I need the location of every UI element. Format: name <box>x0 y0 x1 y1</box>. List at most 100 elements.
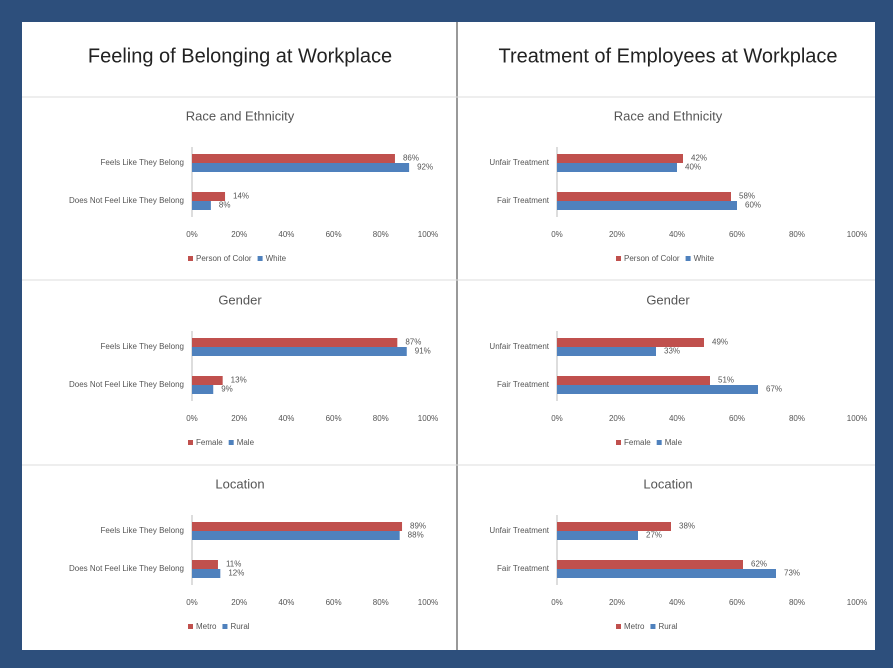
value-label: 60% <box>745 201 761 210</box>
bar <box>557 385 758 394</box>
x-tick-label: 60% <box>326 414 342 423</box>
category-label: Fair Treatment <box>497 196 550 205</box>
x-tick-label: 0% <box>551 414 563 423</box>
legend-label: Male <box>665 438 683 447</box>
category-label: Does Not Feel Like They Belong <box>69 564 184 573</box>
value-label: 12% <box>228 569 244 578</box>
value-label: 89% <box>410 522 426 531</box>
category-label: Unfair Treatment <box>489 158 549 167</box>
x-tick-label: 100% <box>418 230 438 239</box>
legend-label: Female <box>196 438 223 447</box>
value-label: 88% <box>408 531 424 540</box>
x-tick-label: 20% <box>231 598 247 607</box>
value-label: 87% <box>405 338 421 347</box>
chart-title: Race and Ethnicity <box>614 108 723 123</box>
x-tick-label: 100% <box>847 414 867 423</box>
x-tick-label: 60% <box>326 230 342 239</box>
legend-label: Metro <box>196 622 217 631</box>
category-label: Does Not Feel Like They Belong <box>69 196 184 205</box>
column-title: Treatment of Employees at Workplace <box>498 45 837 67</box>
x-tick-label: 80% <box>373 414 389 423</box>
category-label: Fair Treatment <box>497 564 550 573</box>
category-label: Fair Treatment <box>497 380 550 389</box>
category-label: Unfair Treatment <box>489 342 549 351</box>
value-label: 40% <box>685 163 701 172</box>
bar <box>192 531 400 540</box>
value-label: 91% <box>415 347 431 356</box>
x-tick-label: 20% <box>609 230 625 239</box>
bar <box>192 560 218 569</box>
legend-swatch <box>188 624 193 629</box>
x-tick-label: 100% <box>847 230 867 239</box>
legend-swatch <box>188 440 193 445</box>
x-tick-label: 60% <box>729 230 745 239</box>
legend-label: Female <box>624 438 651 447</box>
x-tick-label: 0% <box>186 598 198 607</box>
x-tick-label: 40% <box>669 414 685 423</box>
bar <box>192 522 403 531</box>
legend-swatch <box>222 624 228 629</box>
legend-swatch <box>616 624 621 629</box>
bar <box>557 201 737 210</box>
category-label: Feels Like They Belong <box>101 342 184 351</box>
bar <box>557 522 671 531</box>
bar <box>557 347 656 356</box>
value-label: 49% <box>712 338 728 347</box>
legend-swatch <box>257 256 263 261</box>
x-tick-label: 20% <box>609 598 625 607</box>
legend-swatch <box>188 256 193 261</box>
value-label: 58% <box>739 192 755 201</box>
bar <box>557 560 743 569</box>
chart-title: Location <box>215 476 264 491</box>
legend-label: Person of Color <box>196 254 252 263</box>
legend-swatch <box>685 256 691 261</box>
bar <box>557 192 731 201</box>
chart-title: Race and Ethnicity <box>186 108 295 123</box>
bar <box>192 569 221 578</box>
x-tick-label: 0% <box>551 598 563 607</box>
bar <box>192 347 407 356</box>
x-tick-label: 40% <box>669 598 685 607</box>
x-tick-label: 60% <box>326 598 342 607</box>
legend-label: Rural <box>230 622 249 631</box>
bar <box>557 531 638 540</box>
bar <box>192 163 410 172</box>
chart-title: Location <box>643 476 692 491</box>
value-label: 27% <box>646 531 662 540</box>
x-tick-label: 0% <box>551 230 563 239</box>
value-label: 51% <box>718 376 734 385</box>
bar <box>557 569 776 578</box>
value-label: 42% <box>691 154 707 163</box>
value-label: 33% <box>664 347 680 356</box>
value-label: 14% <box>233 192 249 201</box>
value-label: 86% <box>403 154 419 163</box>
x-tick-label: 100% <box>418 414 438 423</box>
x-tick-label: 80% <box>789 230 805 239</box>
x-tick-label: 100% <box>847 598 867 607</box>
x-tick-label: 40% <box>278 230 294 239</box>
value-label: 13% <box>231 376 247 385</box>
category-label: Feels Like They Belong <box>101 526 184 535</box>
column-title: Feeling of Belonging at Workplace <box>88 45 392 67</box>
x-tick-label: 20% <box>609 414 625 423</box>
panel <box>22 22 875 650</box>
bar <box>557 163 677 172</box>
x-tick-label: 40% <box>278 414 294 423</box>
chart-title: Gender <box>218 292 262 307</box>
value-label: 9% <box>221 385 233 394</box>
legend-swatch <box>650 624 656 629</box>
legend-swatch <box>656 440 662 445</box>
chart-title: Gender <box>646 292 690 307</box>
x-tick-label: 100% <box>418 598 438 607</box>
x-tick-label: 20% <box>231 414 247 423</box>
category-label: Does Not Feel Like They Belong <box>69 380 184 389</box>
bar <box>557 338 704 347</box>
value-label: 73% <box>784 569 800 578</box>
legend-label: White <box>266 254 287 263</box>
value-label: 38% <box>679 522 695 531</box>
bar <box>192 376 223 385</box>
legend-label: Person of Color <box>624 254 680 263</box>
x-tick-label: 80% <box>373 230 389 239</box>
legend-swatch <box>616 256 621 261</box>
